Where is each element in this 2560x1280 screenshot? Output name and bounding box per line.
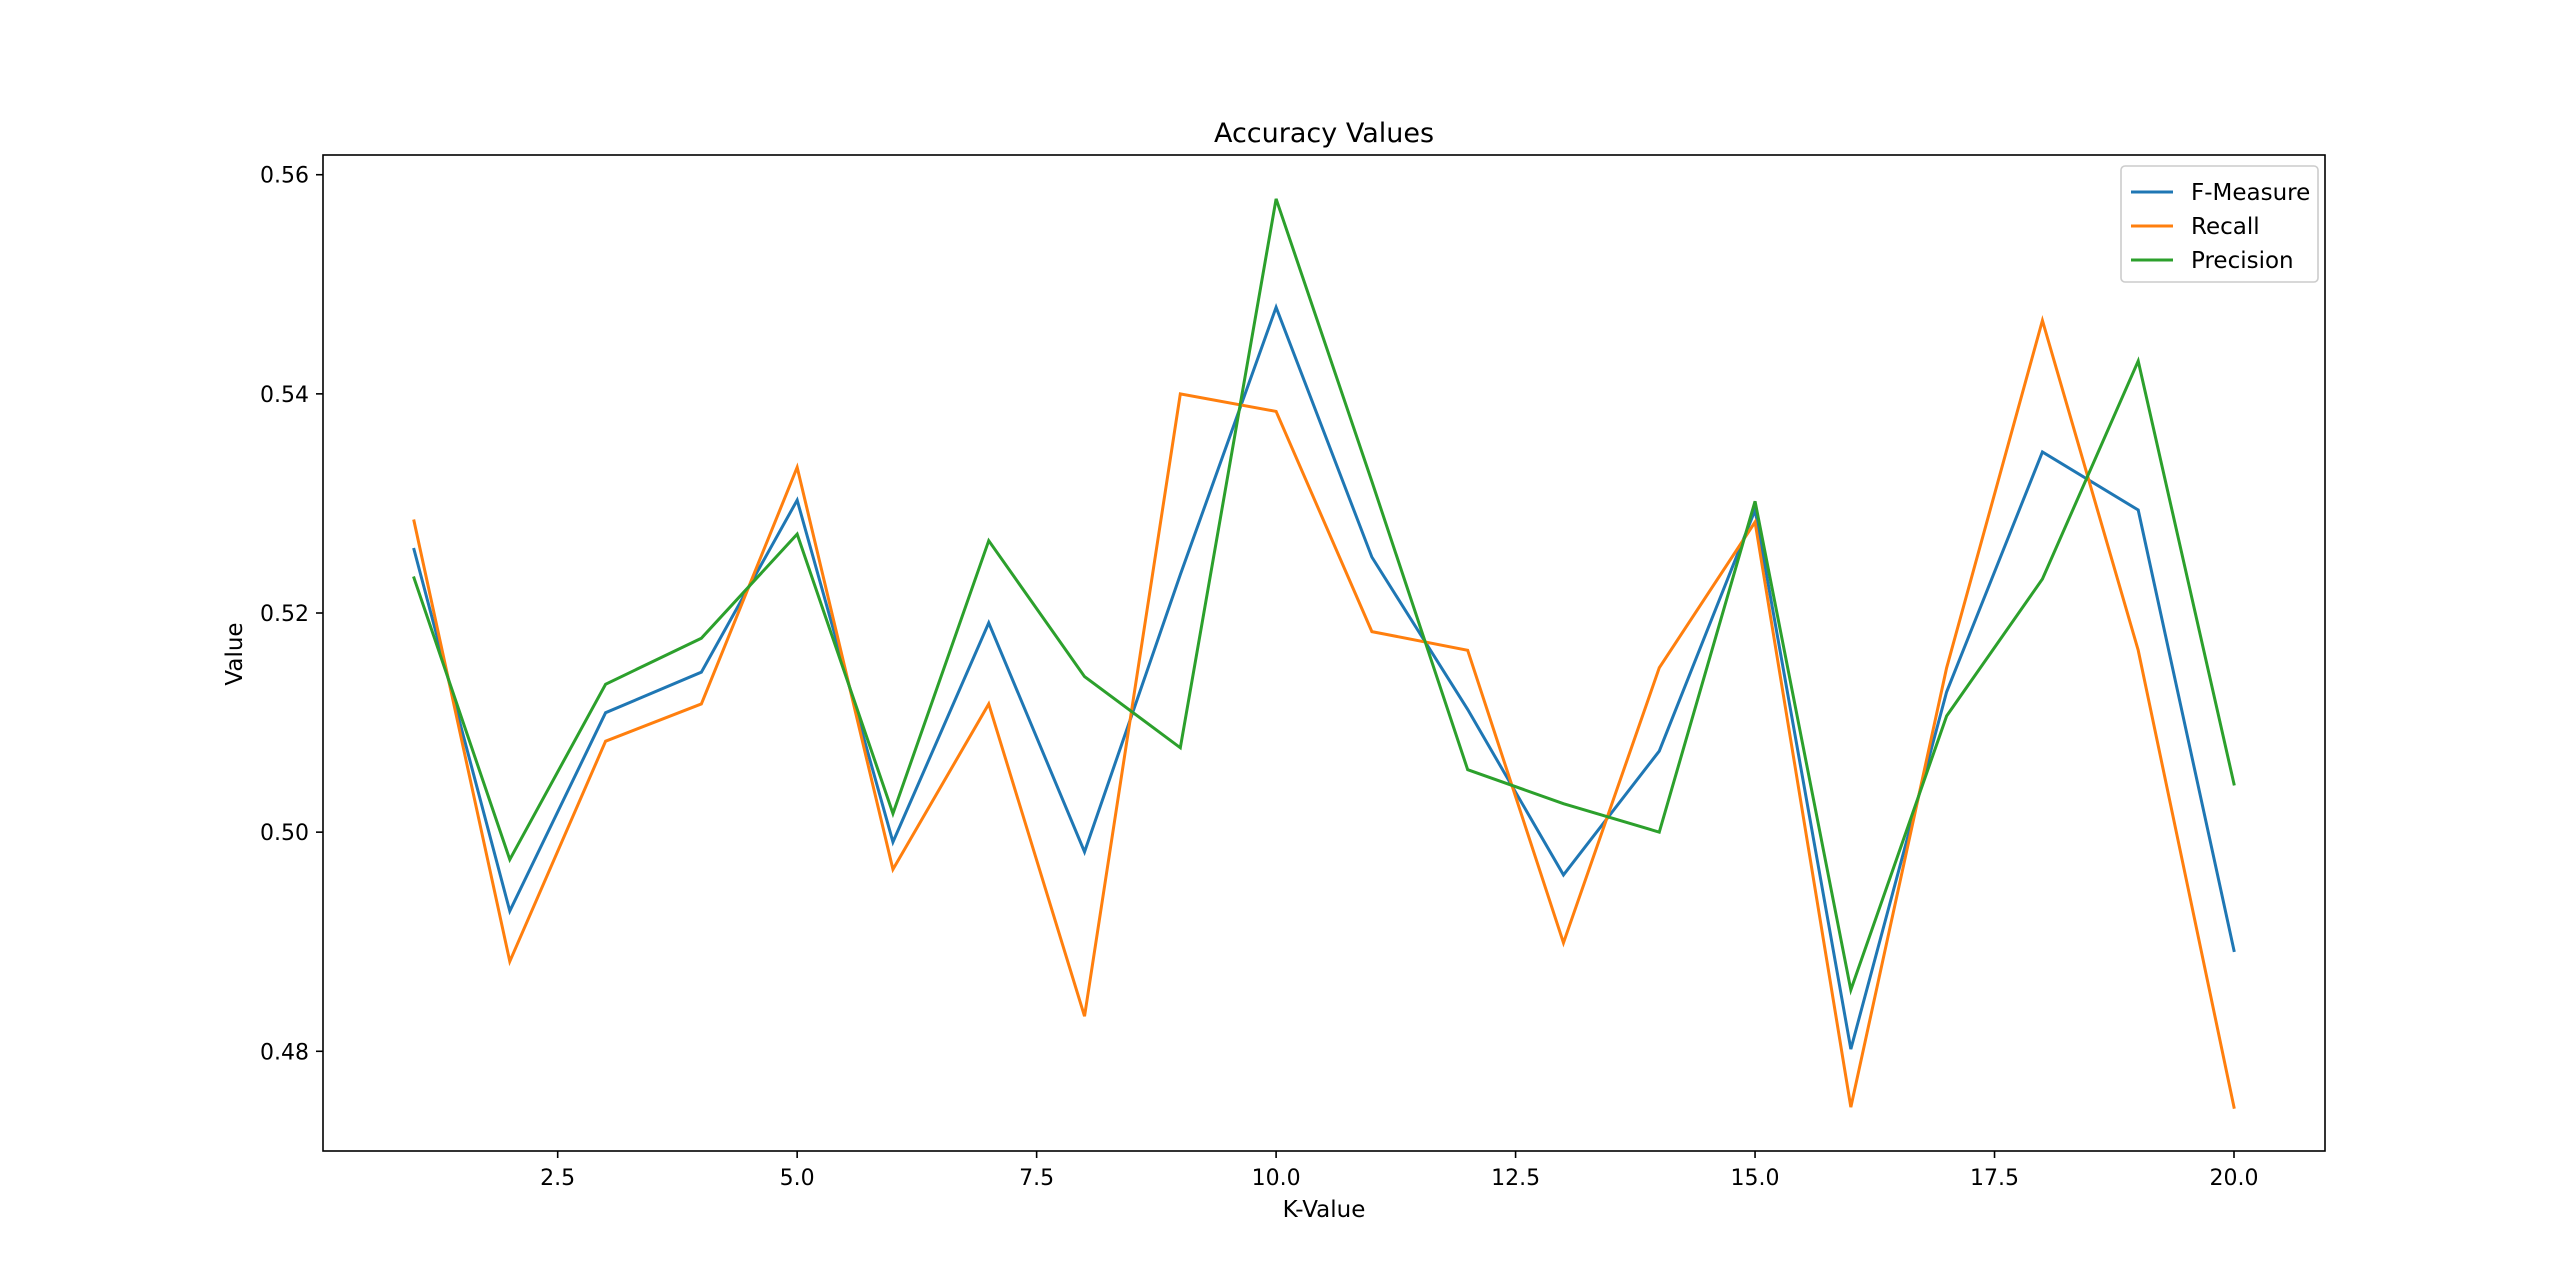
x-axis-title: K-Value [1283, 1197, 1366, 1223]
legend-label: F-Measure [2191, 180, 2310, 206]
y-tick-label: 0.48 [260, 1040, 309, 1065]
x-axis: 2.5 5.0 7.5 10.0 12.5 15.0 17.5 20.0 [540, 1151, 2258, 1191]
plot-frame [322, 154, 2326, 1152]
legend-label: Recall [2191, 214, 2260, 240]
x-tick-label: 5.0 [780, 1166, 815, 1191]
chart-title: Accuracy Values [1214, 118, 1434, 149]
x-tick-label: 15.0 [1731, 1166, 1780, 1191]
x-tick-label: 12.5 [1491, 1166, 1540, 1191]
y-tick-label: 0.54 [260, 383, 309, 408]
legend-box [2120, 165, 2319, 283]
y-axis: 0.48 0.50 0.52 0.54 0.56 [260, 164, 323, 1065]
x-tick-label: 10.0 [1252, 1166, 1301, 1191]
y-axis-title: Value [222, 622, 248, 685]
x-tick-label: 17.5 [1970, 1166, 2019, 1191]
x-tick-label: 2.5 [540, 1166, 575, 1191]
x-tick-label: 20.0 [2210, 1166, 2259, 1191]
y-tick-label: 0.56 [260, 164, 309, 189]
legend-label: Precision [2191, 248, 2294, 274]
series-line-recall [412, 314, 2236, 1109]
x-tick-label: 7.5 [1019, 1166, 1054, 1191]
y-tick-label: 0.50 [260, 821, 309, 846]
y-tick-label: 0.52 [260, 602, 309, 627]
series-line-f-measure [412, 302, 2236, 1050]
legend: F-Measure Recall Precision [2120, 165, 2319, 283]
series-line-precision [412, 198, 2236, 996]
plot-area [322, 154, 2326, 1152]
